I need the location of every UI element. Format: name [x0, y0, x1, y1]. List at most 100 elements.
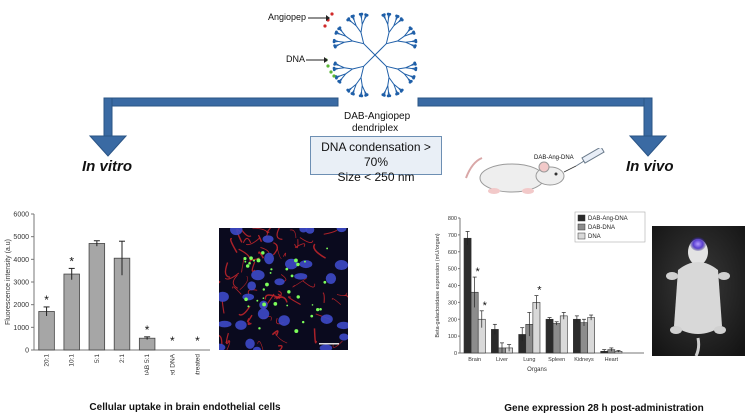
nucleus — [274, 278, 285, 286]
actin-fiber — [229, 237, 238, 253]
dendrimer-node — [358, 94, 362, 98]
x-tick-label: Kidneys — [574, 357, 594, 363]
nucleus — [320, 314, 333, 324]
dendrimer-node — [346, 88, 350, 92]
dna-label: DNA — [286, 54, 306, 64]
green-particle — [296, 262, 300, 267]
y-tick-label: 0 — [25, 348, 29, 355]
x-tick-label: Brain — [468, 357, 481, 363]
actin-fiber — [257, 234, 263, 243]
actin-fiber — [323, 229, 338, 235]
dendrimer-branch — [397, 35, 405, 42]
properties-box: DNA condensation > 70% Size < 250 nm — [310, 136, 442, 184]
mouse-illustration — [465, 148, 605, 194]
actin-fiber — [251, 261, 256, 272]
y-tick-label: 200 — [448, 317, 457, 323]
dendrimer-branch — [387, 18, 389, 25]
dendrimer-node — [338, 26, 342, 30]
bar-dab-ang-dna — [573, 318, 581, 354]
actin-fiber — [274, 332, 288, 344]
y-tick-label: 300 — [448, 300, 457, 306]
dendrimer-branch — [387, 85, 389, 92]
actin-fiber — [238, 305, 251, 316]
bioluminescence-image — [652, 226, 745, 356]
nucleus — [242, 293, 255, 301]
actin-fiber — [302, 280, 316, 288]
green-particle — [245, 264, 250, 268]
dendrimer-branch — [345, 68, 353, 75]
dendrimer-branch — [405, 64, 412, 69]
actin-fiber — [331, 298, 342, 305]
dendrimer-branch — [384, 85, 389, 92]
dendrimer-branch — [374, 54, 387, 67]
nucleus — [305, 228, 315, 234]
dendrimer-branch — [344, 67, 353, 70]
nucleus — [278, 315, 290, 326]
dendrimer-branch — [363, 43, 376, 56]
dendrimer-branch — [338, 67, 345, 69]
dendrimer-branch — [397, 40, 406, 43]
dendrimer-branch — [360, 66, 365, 78]
dendrimer-branch — [388, 25, 395, 33]
dendrimer-node — [413, 62, 417, 66]
green-particle — [323, 280, 327, 284]
green-particle — [269, 271, 272, 274]
green-particle — [296, 295, 300, 299]
dendriplex-label-line2: dendriplex — [352, 123, 399, 134]
dendrimer-branch — [361, 85, 366, 92]
actin-fiber — [332, 340, 343, 348]
dendrimer-branch — [397, 67, 406, 70]
dendrimer-branch — [352, 65, 364, 70]
actin-fiber — [289, 229, 297, 239]
x-tick-label: 10:1 — [69, 354, 76, 367]
y-tick-label: 700 — [448, 233, 457, 239]
legend-swatch — [577, 223, 586, 231]
dendrimer-branch — [353, 19, 357, 26]
actin-fiber — [224, 262, 231, 278]
dendrimer-branch — [338, 41, 345, 46]
nucleus — [252, 346, 262, 350]
nucleus — [235, 320, 247, 330]
y-tick-label: 600 — [448, 250, 457, 256]
bar-dab-dna — [580, 322, 588, 354]
green-particle — [270, 268, 273, 271]
nucleus — [334, 260, 348, 271]
left-caption: Cellular uptake in brain endothelial cel… — [89, 402, 281, 413]
actin-fiber — [258, 251, 265, 259]
dendrimer-node — [414, 68, 418, 72]
legend-entry: DNA — [588, 234, 601, 240]
dendrimer-node — [408, 80, 412, 84]
dendrimer-branch — [341, 31, 347, 37]
in-vitro-title: In vitro — [82, 158, 133, 175]
nucleus — [219, 320, 232, 328]
dendrimer-branch — [360, 24, 363, 33]
legend-swatch — [577, 214, 586, 222]
dendrimer-branch — [393, 19, 397, 26]
legend-entry: DAB-Ang-DNA — [588, 216, 628, 222]
y-axis-label: Fluorescence intensity (a.u) — [5, 239, 12, 325]
dna-marker — [329, 70, 333, 74]
dendrimer-branch — [397, 68, 405, 75]
x-tick-label: 2:1 — [119, 354, 126, 363]
nucleus — [299, 260, 313, 269]
left-arrow-shaft — [103, 97, 113, 139]
bar-dab-ang-dna — [463, 237, 472, 354]
significance-mark: * — [170, 334, 175, 348]
actin-fiber — [241, 257, 245, 273]
dendrimer-node — [333, 44, 337, 48]
dendrimer-branch — [404, 33, 411, 37]
dendrimer-branch — [360, 77, 363, 86]
dendrimer-branch — [388, 77, 395, 85]
y-tick-label: 100 — [448, 334, 457, 340]
bar — [88, 243, 106, 351]
x-tick-label: 20:1 — [44, 354, 51, 367]
significance-mark: * — [195, 334, 200, 348]
green-particle — [301, 320, 305, 324]
significance-mark: * — [44, 293, 49, 307]
legend-box — [574, 211, 646, 243]
dendrimer-branch — [393, 84, 397, 91]
dendrimer-branch — [338, 64, 345, 69]
y-tick-label: 0 — [454, 351, 457, 357]
x-tick-label: Naked DNA — [169, 353, 176, 375]
green-particle — [311, 304, 314, 306]
